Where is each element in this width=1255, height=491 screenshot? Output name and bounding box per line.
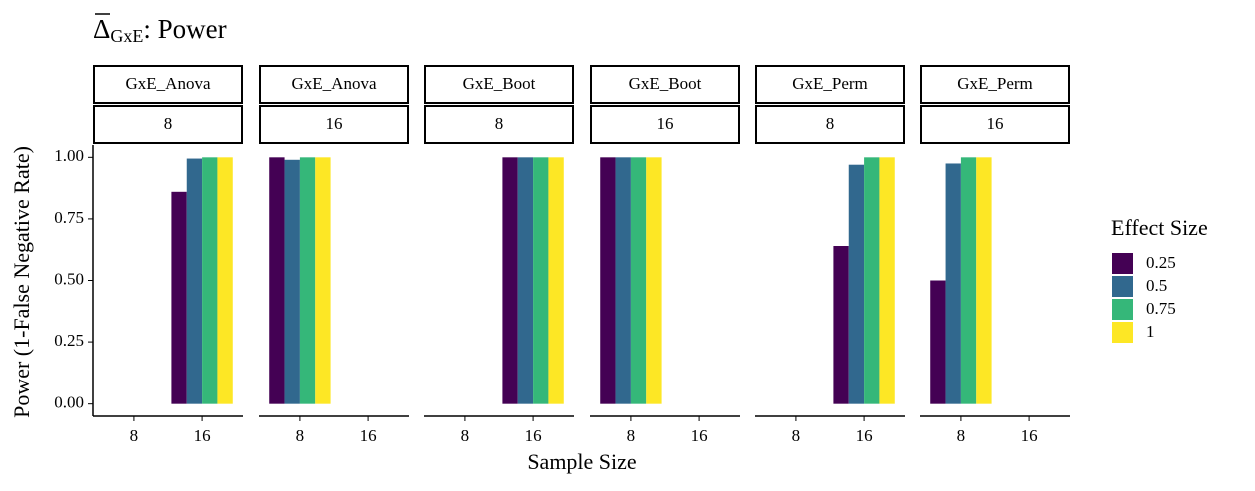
- title-symbol: Δ: [93, 14, 110, 44]
- x-tick-label: 16: [856, 426, 873, 445]
- legend-key: [1112, 322, 1133, 343]
- bar: [533, 157, 549, 404]
- x-tick-label: 16: [194, 426, 211, 445]
- chart-title: ΔGxE: Power: [93, 14, 227, 46]
- strip-label: GxE_Boot: [629, 74, 702, 93]
- strip: [755, 105, 905, 144]
- strip: [259, 105, 409, 144]
- x-tick-label: 8: [957, 426, 966, 445]
- x-tick-label: 16: [525, 426, 542, 445]
- legend-key: [1112, 253, 1133, 274]
- bar: [930, 280, 946, 404]
- y-tick-label: 0.00: [54, 393, 84, 412]
- strip: [590, 105, 740, 144]
- bar: [879, 157, 895, 404]
- y-axis-label: Power (1-False Negative Rate): [9, 146, 34, 418]
- x-tick-label: 16: [360, 426, 377, 445]
- strip-label: 8: [826, 114, 835, 133]
- legend-key: [1112, 299, 1133, 320]
- legend-key: [1112, 276, 1133, 297]
- strip-label: 8: [495, 114, 504, 133]
- bar: [284, 159, 300, 404]
- strip: [920, 105, 1070, 144]
- bar: [517, 157, 534, 404]
- strip-label: GxE_Perm: [792, 74, 868, 93]
- bar: [976, 157, 992, 404]
- strip-label: GxE_Perm: [957, 74, 1033, 93]
- bar: [548, 157, 564, 404]
- x-tick-label: 8: [296, 426, 305, 445]
- bar: [269, 157, 285, 404]
- x-tick-label: 16: [1021, 426, 1038, 445]
- x-tick-label: 8: [461, 426, 470, 445]
- bar: [171, 191, 187, 404]
- legend-label: 0.25: [1146, 253, 1176, 272]
- x-tick-label: 8: [792, 426, 801, 445]
- bar: [202, 157, 218, 404]
- strip: [920, 65, 1070, 104]
- bar: [299, 157, 316, 404]
- bar: [848, 164, 865, 404]
- bar: [186, 158, 203, 404]
- y-tick-label: 0.25: [54, 331, 84, 350]
- strip: [590, 65, 740, 104]
- x-tick-label: 16: [691, 426, 708, 445]
- strip: [93, 65, 243, 104]
- legend-title: Effect Size: [1111, 215, 1208, 240]
- legend-label: 1: [1146, 322, 1155, 341]
- bar: [630, 157, 647, 404]
- title-subscript: GxE: [110, 26, 143, 46]
- strip-label: 16: [657, 114, 674, 133]
- y-tick-label: 0.75: [54, 208, 84, 227]
- strip: [755, 65, 905, 104]
- x-axis-label: Sample Size: [527, 449, 636, 474]
- strip-label: 8: [164, 114, 173, 133]
- strip: [93, 105, 243, 144]
- y-tick-label: 0.50: [54, 269, 84, 288]
- bar: [945, 163, 961, 404]
- bar: [960, 157, 977, 404]
- strip-label: GxE_Boot: [463, 74, 536, 93]
- bar: [615, 157, 631, 404]
- strip-label: 16: [987, 114, 1004, 133]
- x-tick-label: 8: [627, 426, 636, 445]
- bar: [833, 246, 849, 404]
- strip: [424, 65, 574, 104]
- bar: [315, 157, 331, 404]
- strip: [424, 105, 574, 144]
- bar: [600, 157, 616, 404]
- bar: [864, 157, 880, 404]
- x-tick-label: 8: [130, 426, 139, 445]
- strip-label: 16: [326, 114, 343, 133]
- y-tick-label: 1.00: [54, 146, 84, 165]
- bar: [646, 157, 662, 404]
- bar: [217, 157, 233, 404]
- legend-label: 0.5: [1146, 276, 1167, 295]
- bar: [502, 157, 518, 404]
- strip-label: GxE_Anova: [126, 74, 211, 93]
- title-text: : Power: [143, 14, 226, 44]
- legend-label: 0.75: [1146, 299, 1176, 318]
- strip-label: GxE_Anova: [292, 74, 377, 93]
- strip: [259, 65, 409, 104]
